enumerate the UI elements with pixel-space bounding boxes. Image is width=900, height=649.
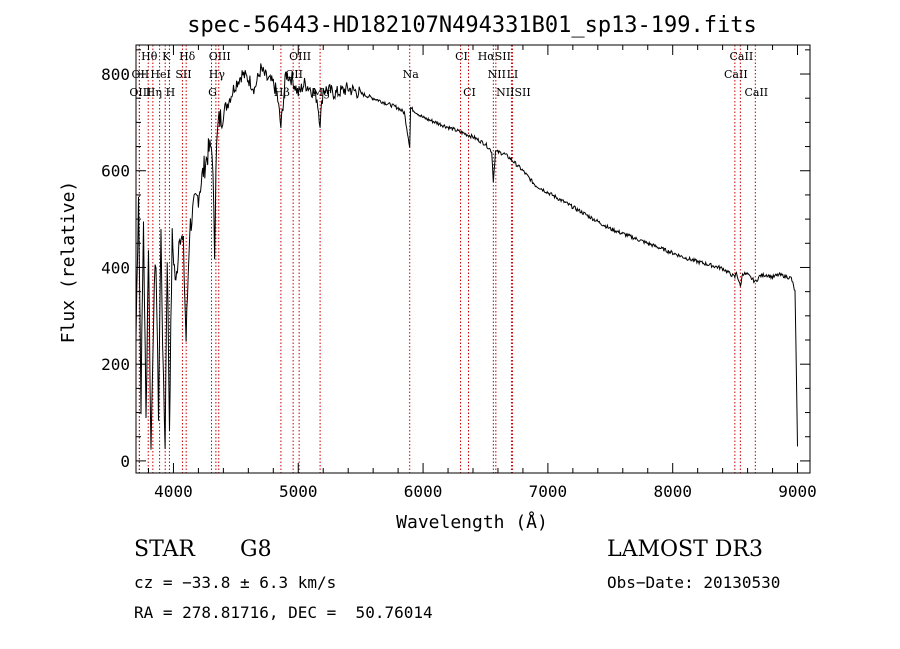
x-tick-label: 6000 <box>404 482 443 501</box>
line-label: Hθ <box>141 50 158 63</box>
line-label: HeI <box>150 68 170 81</box>
line-label: Na <box>403 68 420 81</box>
object-subclass: G8 <box>240 537 272 562</box>
line-label: OIII <box>209 50 231 63</box>
y-tick-label: 200 <box>101 355 130 374</box>
line-label: CaII <box>724 68 748 81</box>
y-tick-label: 800 <box>101 65 130 84</box>
y-axis-label: Flux (relative) <box>58 181 79 344</box>
x-tick-label: 9000 <box>778 482 817 501</box>
line-label: H <box>166 86 176 99</box>
spectrum-line <box>135 63 798 450</box>
line-label: Hβ <box>274 86 290 99</box>
line-label: Hγ <box>209 68 226 81</box>
survey-name: LAMOST DR3 <box>607 537 763 562</box>
x-axis-label: Wavelength (Å) <box>396 511 548 533</box>
line-label: SII <box>175 68 191 81</box>
line-label: K <box>162 50 171 63</box>
line-label: OIII <box>129 86 151 99</box>
y-tick-label: 0 <box>120 452 130 471</box>
line-label: Hη <box>146 86 162 99</box>
line-label: CaII <box>730 50 754 63</box>
spectrum-series <box>135 63 798 450</box>
observation-date: Obs−Date: 20130530 <box>607 573 781 592</box>
line-label: NIISII <box>496 86 531 99</box>
spectral-line-markers <box>138 45 756 473</box>
y-tick-label: 600 <box>101 162 130 181</box>
line-label: NII <box>488 68 506 81</box>
line-label: Hδ <box>179 50 196 63</box>
line-label: LI <box>507 68 519 81</box>
x-axis: 4000 5000 6000 7000 8000 9000 <box>147 45 817 501</box>
object-type: STAR <box>134 537 195 562</box>
redshift-value: cz = −33.8 ± 6.3 km/s <box>134 573 337 592</box>
x-tick-label: 7000 <box>529 482 568 501</box>
x-tick-label: 8000 <box>653 482 692 501</box>
plot-frame <box>135 44 811 474</box>
line-label: CaII <box>744 86 768 99</box>
x-tick-label: 5000 <box>279 482 318 501</box>
y-tick-label: 400 <box>101 258 130 277</box>
line-label: CI <box>455 50 468 63</box>
line-label: OIII <box>289 50 311 63</box>
spectrum-chart: spec-56443-HD182107N494331B01_sp13-199.f… <box>58 13 817 533</box>
chart-title: spec-56443-HD182107N494331B01_sp13-199.f… <box>187 13 757 38</box>
line-label: G <box>208 86 217 99</box>
coordinates: RA = 278.81716, DEC = 50.76014 <box>134 603 433 622</box>
x-tick-label: 4000 <box>154 482 193 501</box>
line-label: CI <box>463 86 476 99</box>
y-axis: 0 200 400 600 800 <box>101 49 810 471</box>
line-label: HαSII <box>478 50 511 63</box>
